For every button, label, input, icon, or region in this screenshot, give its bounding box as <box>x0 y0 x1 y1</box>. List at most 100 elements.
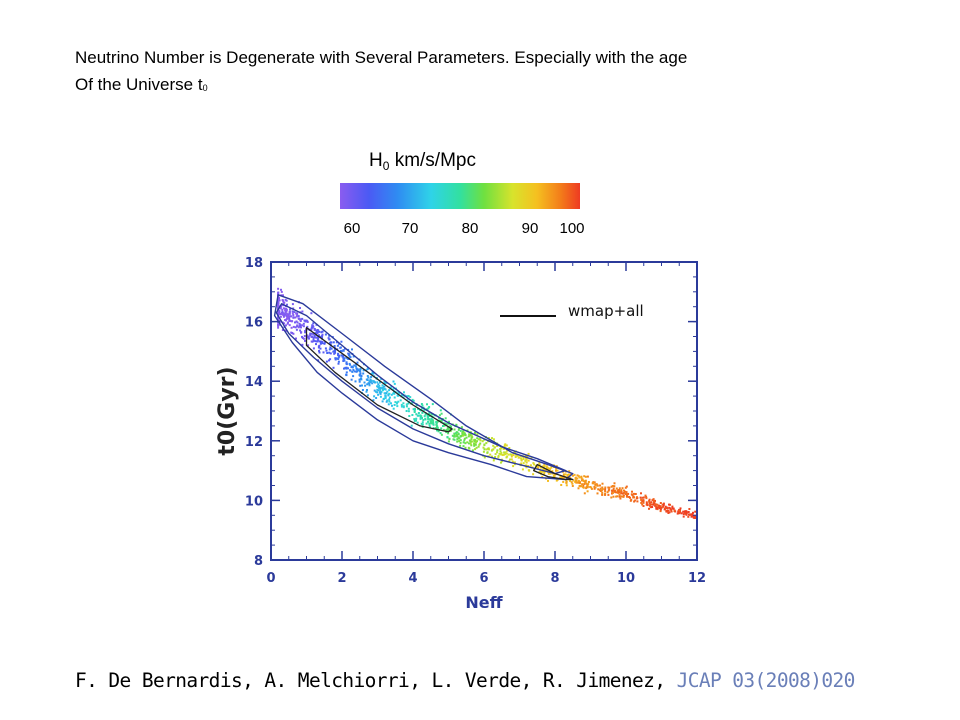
data-point <box>409 396 412 399</box>
data-point <box>377 386 380 389</box>
data-point <box>674 510 677 513</box>
data-point <box>587 481 590 483</box>
data-point <box>491 437 493 440</box>
data-point <box>522 462 525 465</box>
data-point <box>679 507 682 510</box>
data-point <box>656 508 659 511</box>
data-point <box>366 367 369 370</box>
data-point <box>463 439 466 442</box>
data-point <box>308 337 310 340</box>
data-point <box>462 441 465 444</box>
data-point <box>417 407 420 410</box>
data-point <box>283 322 286 325</box>
data-point <box>632 496 635 499</box>
data-point <box>648 498 651 501</box>
data-point <box>362 369 365 372</box>
data-point <box>364 384 367 387</box>
y-tick-label: 16 <box>245 316 263 331</box>
data-point <box>335 341 338 344</box>
y-tick-label: 14 <box>245 375 263 390</box>
data-point <box>280 288 282 291</box>
data-point <box>547 479 549 482</box>
data-point <box>318 351 321 354</box>
data-point <box>277 291 280 294</box>
data-point <box>412 399 415 402</box>
data-point <box>359 378 362 380</box>
data-point <box>330 341 333 344</box>
data-point <box>415 413 418 416</box>
data-point <box>506 455 509 458</box>
data-point <box>381 387 384 390</box>
data-point <box>687 511 690 513</box>
data-point <box>337 352 340 355</box>
data-point <box>309 334 312 337</box>
data-point <box>607 489 610 492</box>
colorbar-tick: 80 <box>461 220 479 237</box>
data-point <box>453 432 456 435</box>
data-point <box>503 453 505 456</box>
data-point <box>347 352 350 355</box>
data-point <box>379 381 381 384</box>
data-point <box>309 332 312 335</box>
data-point <box>459 444 462 447</box>
data-point <box>305 319 308 322</box>
data-point <box>439 409 442 412</box>
data-point <box>618 493 621 496</box>
data-point <box>348 355 351 358</box>
data-point <box>282 312 285 315</box>
data-point <box>310 312 313 315</box>
data-point <box>411 414 414 416</box>
data-point <box>312 338 315 341</box>
data-point <box>277 299 280 301</box>
data-point <box>570 481 573 484</box>
data-point <box>559 476 562 479</box>
data-point <box>455 423 458 426</box>
data-point <box>448 420 450 423</box>
data-point <box>384 394 387 397</box>
data-point <box>351 370 354 373</box>
data-point <box>501 454 504 456</box>
data-point <box>560 484 563 486</box>
data-point <box>457 436 460 439</box>
data-point <box>366 383 369 386</box>
data-point <box>363 381 366 384</box>
data-point <box>358 373 361 376</box>
data-point <box>516 454 519 457</box>
data-point <box>631 490 633 493</box>
data-point <box>304 319 306 322</box>
data-point <box>482 450 485 453</box>
x-tick-label: 2 <box>337 571 346 586</box>
data-point <box>292 314 295 316</box>
data-point <box>462 431 465 434</box>
legend-layer: wmap+all <box>500 302 644 320</box>
data-point <box>300 331 302 334</box>
data-point <box>279 307 282 310</box>
data-point <box>288 312 291 315</box>
data-point <box>415 404 418 407</box>
data-point <box>604 490 607 493</box>
data-point <box>345 361 348 364</box>
data-point <box>586 484 589 487</box>
data-point <box>312 337 315 339</box>
data-point <box>573 473 576 476</box>
data-point <box>428 422 431 425</box>
data-point <box>509 453 512 456</box>
data-point <box>320 331 323 334</box>
data-point <box>641 496 644 499</box>
data-point <box>307 344 310 347</box>
data-point <box>590 486 593 489</box>
data-point <box>436 425 439 428</box>
data-point <box>395 402 398 405</box>
data-point <box>509 458 512 461</box>
data-point <box>365 390 368 393</box>
data-point <box>288 324 291 327</box>
data-point <box>302 337 305 340</box>
data-point <box>333 345 336 347</box>
data-point <box>298 322 301 325</box>
data-point <box>520 457 522 460</box>
data-point <box>577 487 580 490</box>
data-point <box>393 404 396 406</box>
data-point <box>649 506 652 509</box>
contour-1sigma-a-line <box>305 326 453 433</box>
data-point <box>362 372 365 375</box>
